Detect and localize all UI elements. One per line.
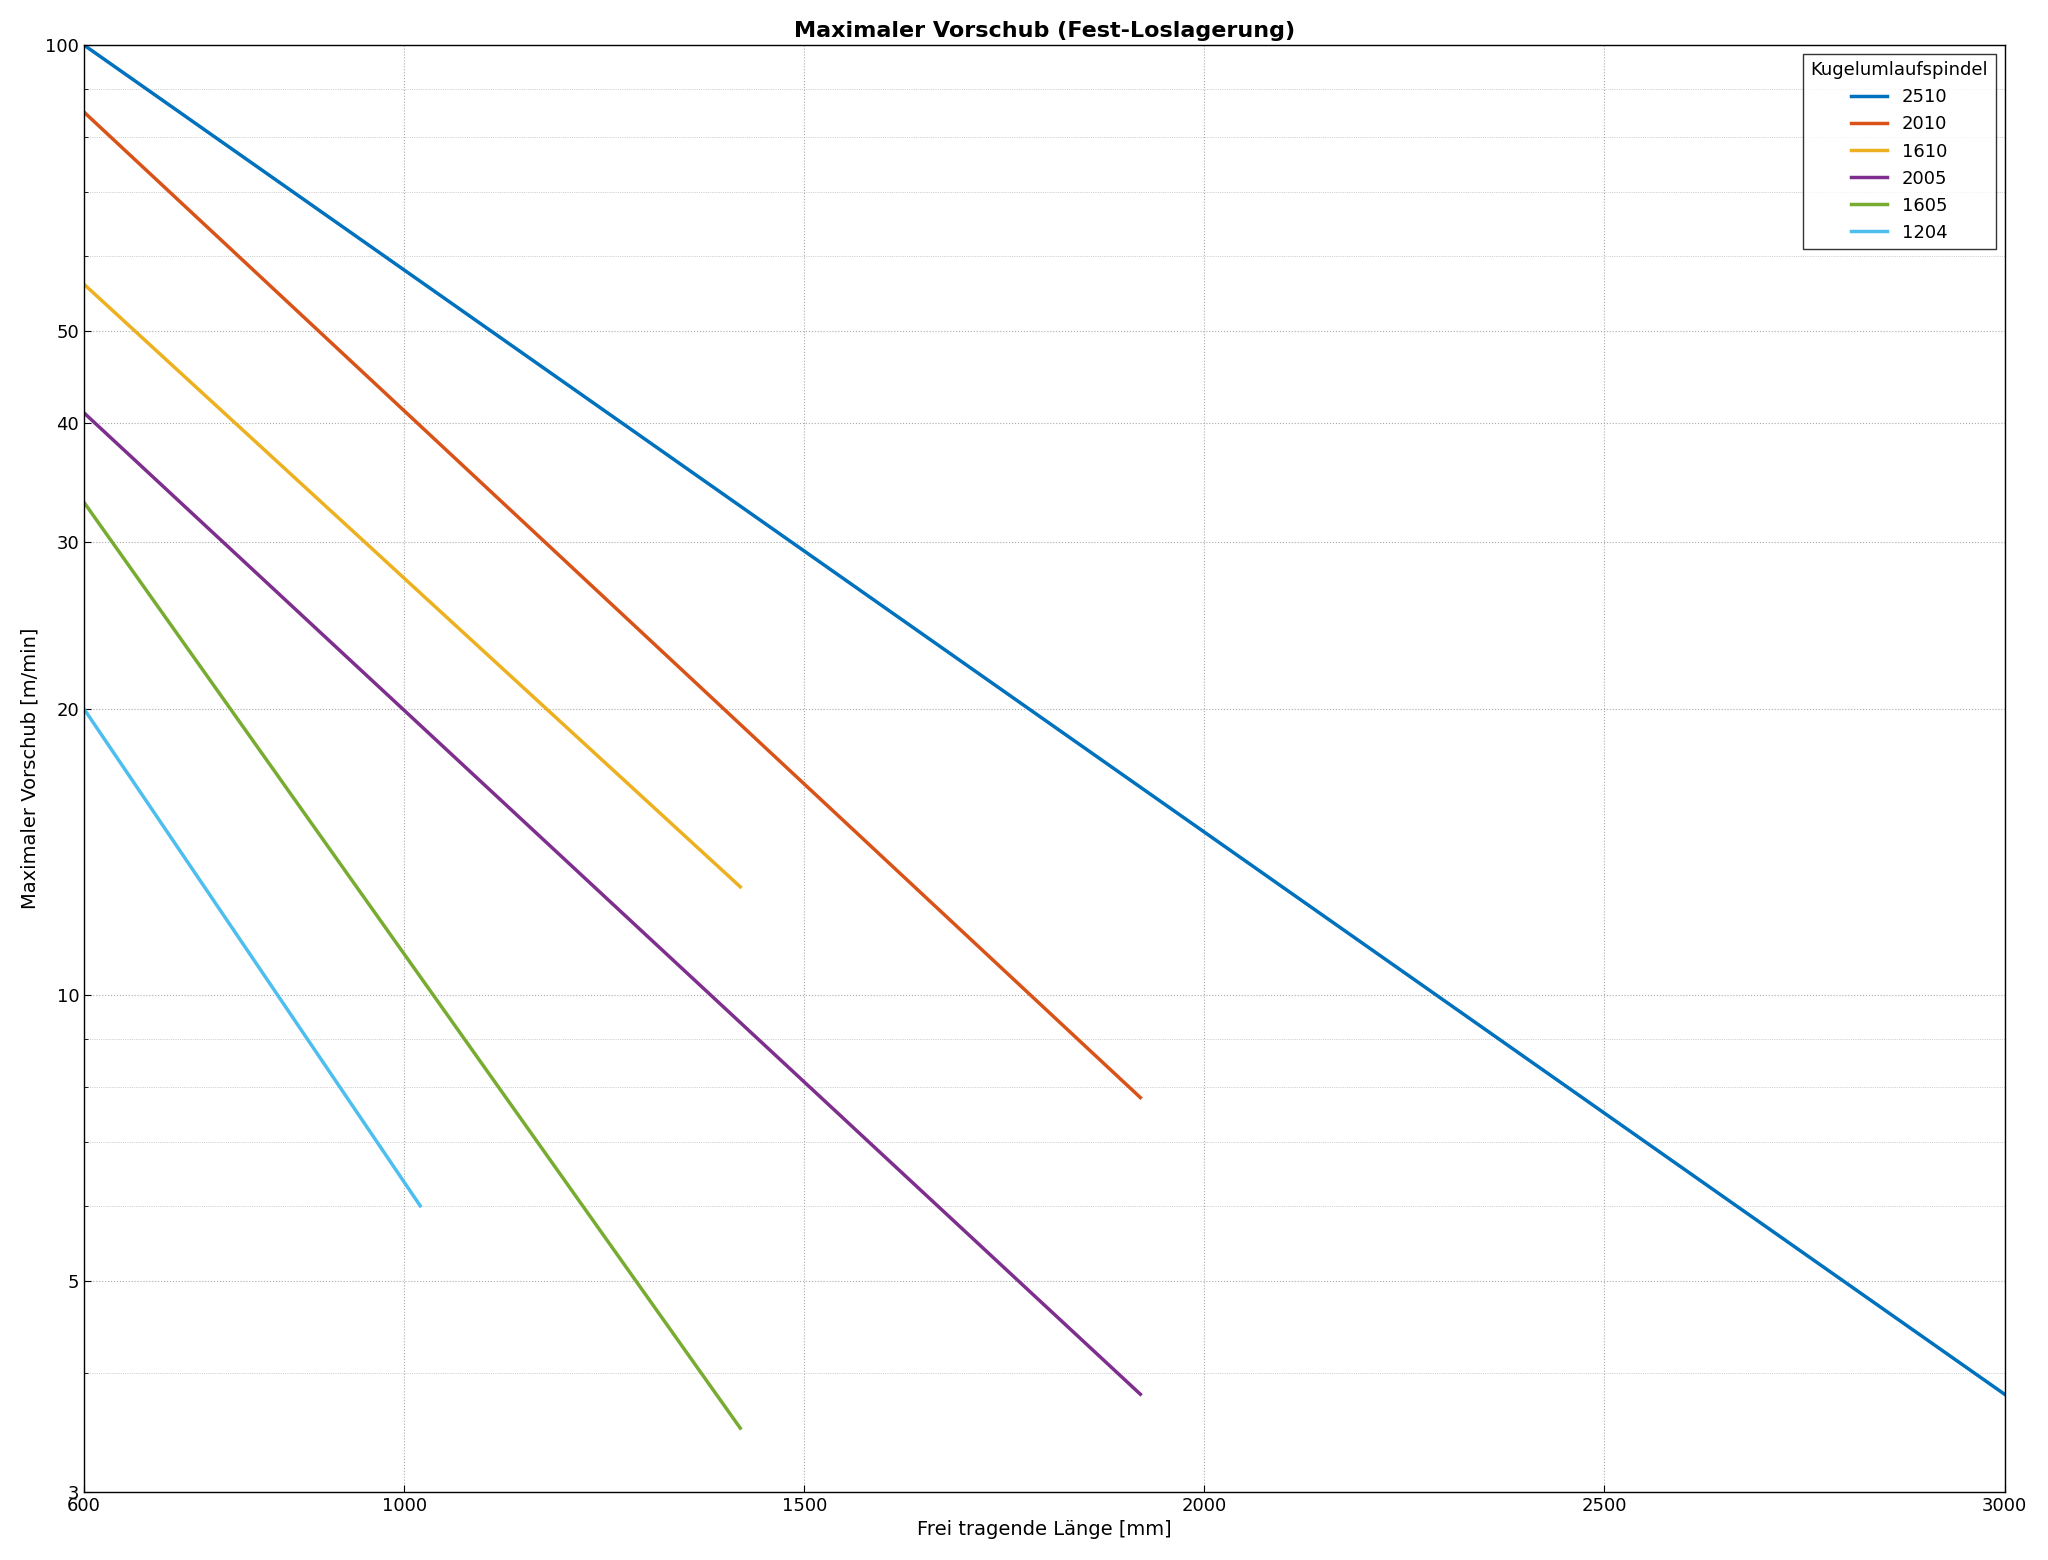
2010 [700, 690, 725, 708]
Line: 1610: 1610 [84, 284, 739, 886]
2510 [1214, 839, 1239, 858]
1204 [74, 702, 98, 721]
1204 [270, 994, 295, 1012]
2010 [72, 103, 96, 122]
1605 [461, 1041, 485, 1059]
1204 [279, 1003, 303, 1022]
2005 [719, 1005, 743, 1023]
1610 [727, 877, 752, 895]
1605 [74, 496, 98, 515]
2010 [1128, 1089, 1153, 1108]
2005 [76, 407, 100, 426]
1204 [408, 1197, 432, 1215]
1610 [72, 275, 96, 293]
2510 [1812, 1259, 1837, 1278]
2510 [1208, 835, 1233, 853]
2510 [72, 36, 96, 55]
2510 [1247, 861, 1272, 880]
1610 [463, 633, 487, 652]
1605 [666, 1332, 690, 1351]
Line: 1204: 1204 [84, 710, 420, 1206]
2005 [963, 1231, 987, 1250]
2010 [1030, 995, 1055, 1014]
1610 [625, 783, 649, 802]
2005 [1030, 1293, 1055, 1312]
1204 [377, 1150, 401, 1168]
1610 [461, 632, 485, 651]
1204 [272, 995, 297, 1014]
Legend: 2510, 2010, 1610, 2005, 1605, 1204: 2510, 2010, 1610, 2005, 1605, 1204 [1804, 55, 1995, 248]
2010 [719, 707, 743, 725]
Line: 1605: 1605 [84, 502, 739, 1427]
Line: 2010: 2010 [84, 112, 1141, 1098]
2510 [1690, 1173, 1714, 1192]
Line: 2510: 2510 [84, 45, 2005, 1395]
2010 [963, 933, 987, 952]
2010 [76, 106, 100, 125]
2005 [696, 984, 721, 1003]
Title: Maximaler Vorschub (Fest-Loslagerung): Maximaler Vorschub (Fest-Loslagerung) [795, 20, 1294, 41]
2005 [1128, 1385, 1153, 1404]
Line: 2005: 2005 [84, 413, 1141, 1395]
1605 [473, 1059, 498, 1078]
1610 [666, 821, 690, 839]
1605 [625, 1273, 649, 1292]
1605 [463, 1044, 487, 1062]
1610 [74, 278, 98, 296]
1204 [72, 700, 96, 719]
1610 [473, 644, 498, 663]
1605 [72, 493, 96, 512]
X-axis label: Frei tragende Länge [mm]: Frei tragende Länge [mm] [918, 1519, 1171, 1540]
1204 [354, 1119, 379, 1137]
2005 [72, 404, 96, 423]
1605 [727, 1418, 752, 1437]
2005 [700, 987, 725, 1006]
2510 [78, 41, 102, 59]
Y-axis label: Maximaler Vorschub [m/min]: Maximaler Vorschub [m/min] [20, 627, 39, 909]
2510 [1993, 1385, 2017, 1404]
2010 [696, 686, 721, 705]
